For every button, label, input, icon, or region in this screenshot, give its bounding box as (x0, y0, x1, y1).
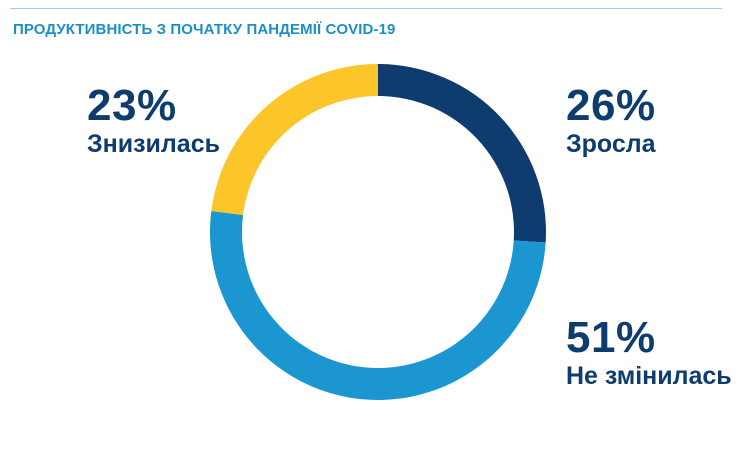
slice-percent-unchanged: 51% (566, 313, 656, 362)
chart-title: ПРОДУКТИВНІСТЬ З ПОЧАТКУ ПАНДЕМІЇ COVID-… (13, 21, 396, 38)
slice-percent-increased: 26% (566, 81, 656, 130)
slice-label-increased: 26% Зросла (566, 81, 656, 159)
slice-name-increased: Зросла (566, 130, 656, 158)
donut-slice-unchanged (210, 210, 546, 400)
slice-name-unchanged: Не змінилась (566, 362, 732, 390)
donut-slice-decreased (211, 64, 378, 215)
top-divider (10, 8, 722, 9)
donut-slice-increased (378, 64, 547, 243)
slice-percent-decreased: 23% (87, 81, 177, 130)
slice-label-decreased: 23% Знизилась (87, 81, 220, 159)
slice-label-unchanged: 51% Не змінилась (566, 313, 732, 391)
slice-name-decreased: Знизилась (87, 130, 220, 158)
